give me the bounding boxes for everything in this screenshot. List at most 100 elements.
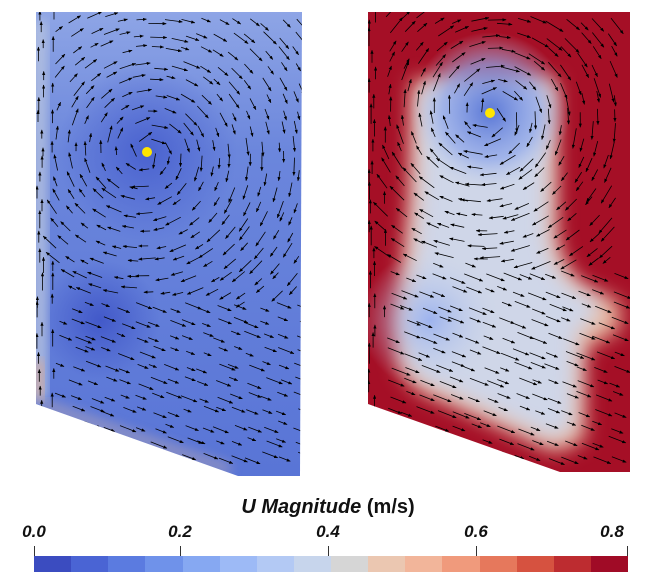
- velocity-arrow: [400, 114, 405, 126]
- velocity-arrow: [84, 451, 101, 458]
- velocity-arrow: [111, 245, 122, 249]
- velocity-arrow: [114, 146, 118, 156]
- velocity-arrow: [276, 302, 292, 309]
- velocity-arrow: [203, 352, 212, 357]
- velocity-arrow: [214, 181, 219, 192]
- velocity-arrow: [169, 335, 180, 340]
- velocity-arrow: [561, 317, 571, 322]
- velocity-arrow: [185, 425, 199, 431]
- velocity-arrow: [175, 168, 182, 181]
- velocity-arrow: [178, 229, 188, 235]
- velocity-arrow: [216, 440, 225, 445]
- velocity-arrow: [514, 52, 531, 60]
- velocity-arrow: [259, 211, 268, 227]
- velocity-arrow: [86, 96, 95, 109]
- velocity-arrow: [439, 175, 454, 184]
- velocity-arrow: [185, 35, 200, 41]
- velocity-arrow: [612, 123, 616, 143]
- velocity-arrow: [72, 270, 87, 279]
- velocity-arrow: [387, 347, 405, 355]
- velocity-arrow: [548, 458, 565, 465]
- velocity-arrow: [101, 187, 117, 199]
- velocity-arrow: [85, 346, 96, 351]
- velocity-arrow: [424, 191, 440, 201]
- velocity-arrow: [186, 287, 204, 295]
- velocity-arrow: [581, 275, 599, 283]
- velocity-arrow: [434, 17, 445, 24]
- velocity-arrow: [455, 442, 473, 450]
- velocity-arrow: [186, 350, 196, 355]
- velocity-arrow: [611, 316, 629, 324]
- velocity-arrow: [548, 47, 559, 57]
- velocity-arrow: [243, 322, 259, 329]
- velocity-arrow: [510, 245, 530, 252]
- velocity-arrow: [243, 33, 256, 44]
- velocity-arrow: [498, 79, 508, 83]
- velocity-arrow: [522, 233, 534, 238]
- velocity-arrow: [165, 423, 175, 428]
- velocity-arrow: [581, 64, 590, 79]
- velocity-arrow: [150, 441, 168, 449]
- velocity-arrow: [217, 396, 234, 404]
- velocity-arrow: [595, 409, 613, 417]
- velocity-arrow: [119, 379, 131, 385]
- velocity-arrow: [442, 115, 449, 129]
- velocity-arrow: [497, 286, 508, 291]
- velocity-arrow: [565, 198, 577, 211]
- velocity-arrow: [429, 148, 439, 158]
- velocity-arrow: [391, 367, 411, 376]
- velocity-arrow: [565, 229, 580, 241]
- velocity-arrow: [529, 273, 546, 281]
- velocity-arrow: [612, 334, 629, 342]
- velocity-arrow: [80, 259, 89, 265]
- velocity-arrow: [243, 202, 251, 217]
- velocity-arrow: [72, 308, 83, 314]
- velocity-arrow: [531, 319, 549, 327]
- velocity-arrow: [545, 273, 557, 279]
- velocity-arrow: [249, 48, 263, 62]
- velocity-arrow: [404, 20, 416, 32]
- velocity-arrow: [170, 320, 187, 327]
- velocity-arrow: [45, 251, 60, 264]
- velocity-arrow: [467, 165, 483, 169]
- velocity-arrow: [202, 427, 215, 433]
- velocity-arrow: [103, 316, 116, 322]
- velocity-arrow: [390, 237, 405, 248]
- velocity-arrow: [85, 85, 95, 95]
- velocity-arrow: [231, 271, 246, 283]
- velocity-arrow: [74, 56, 86, 66]
- velocity-arrow: [288, 182, 293, 198]
- velocity-arrow: [196, 33, 208, 39]
- velocity-arrow: [496, 22, 513, 26]
- velocity-arrow: [65, 255, 75, 263]
- velocity-arrow: [404, 377, 417, 384]
- velocity-arrow: [80, 222, 89, 229]
- velocity-arrow: [113, 276, 124, 280]
- velocity-arrow: [150, 376, 168, 384]
- velocity-arrow: [561, 270, 575, 277]
- velocity-arrow: [589, 232, 600, 243]
- velocity-arrow: [426, 222, 439, 229]
- colorbar-tick-label-4: 0.8: [600, 522, 624, 541]
- velocity-arrow: [135, 61, 151, 66]
- velocity-arrow: [116, 333, 126, 337]
- velocity-arrow: [217, 66, 229, 77]
- velocity-arrow: [546, 38, 563, 51]
- velocity-arrow: [269, 246, 278, 257]
- velocity-arrow: [438, 438, 450, 444]
- velocity-arrow: [397, 141, 402, 152]
- velocity-arrow: [169, 123, 182, 134]
- velocity-arrow: [151, 138, 166, 145]
- velocity-arrow: [75, 287, 91, 294]
- velocity-arrow: [73, 366, 86, 372]
- velocity-arrow: [90, 42, 99, 48]
- colorbar-tick-label-1: 0.2: [168, 522, 192, 541]
- velocity-arrow: [433, 333, 450, 341]
- velocity-arrow: [53, 176, 58, 187]
- velocity-arrow: [231, 124, 236, 135]
- velocity-arrow: [596, 108, 600, 126]
- velocity-arrow: [101, 88, 113, 99]
- velocity-arrow: [482, 34, 501, 38]
- velocity-arrow: [227, 364, 239, 369]
- velocity-arrow: [151, 45, 165, 49]
